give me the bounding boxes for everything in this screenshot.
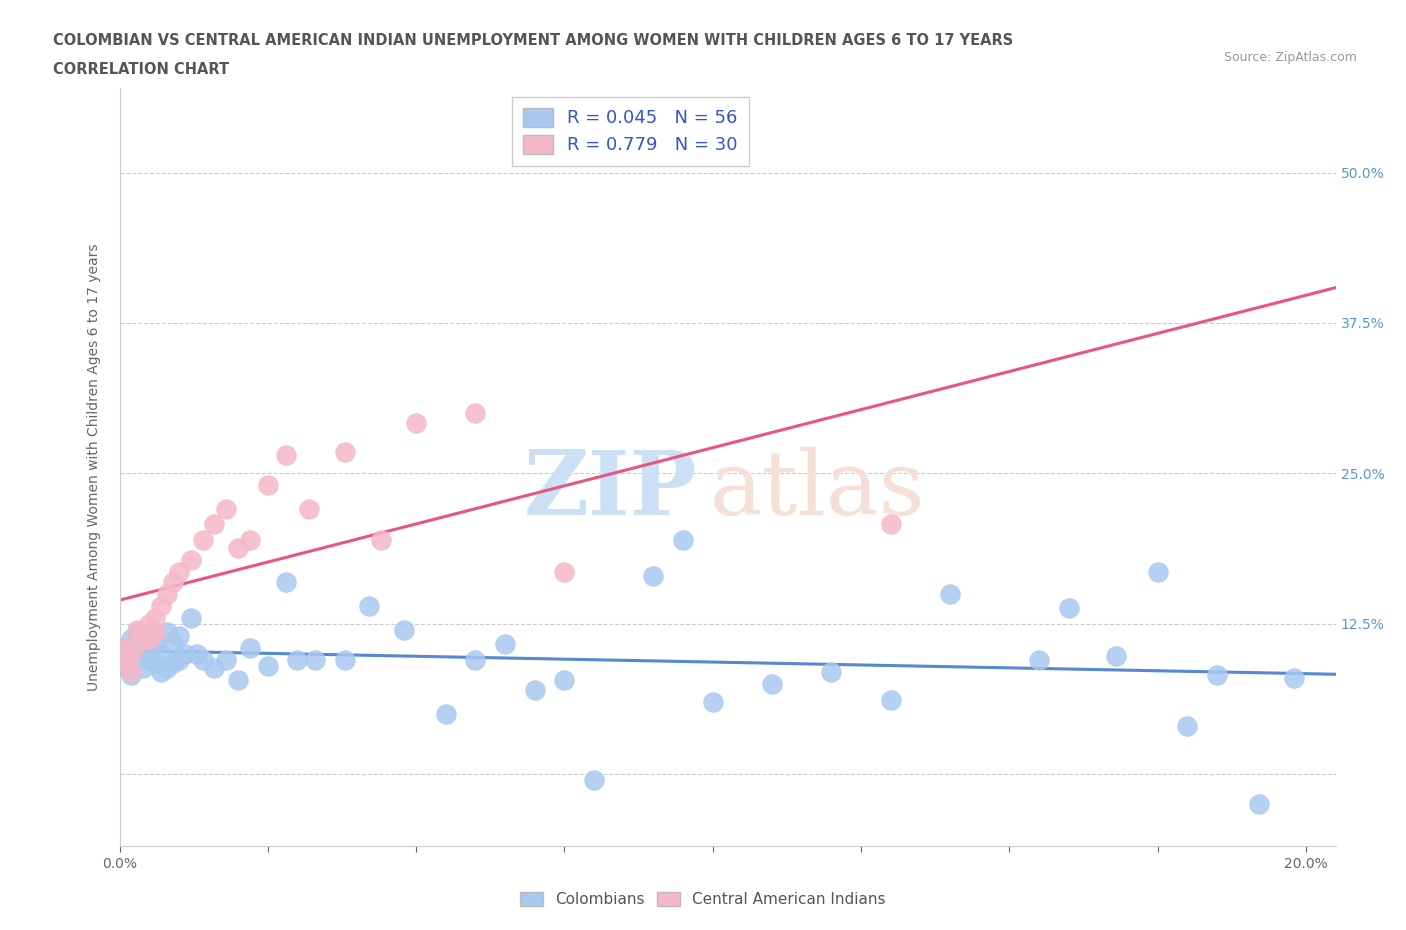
Point [127,649,149,664]
Point [143,610,166,625]
Point [120,631,142,646]
Point [120,664,142,679]
Point [162,656,184,671]
Point [274,574,297,589]
Point [191,532,214,547]
Point [357,598,380,613]
Point [761,676,783,691]
Point [156,625,179,640]
Point [298,502,321,517]
Point [191,652,214,667]
Point [143,625,166,640]
Point [167,629,190,644]
Point [114,641,136,656]
Point [464,405,486,420]
Point [1206,668,1229,683]
Point [256,658,278,673]
Point [114,656,136,671]
Point [333,445,356,459]
Point [702,695,724,710]
Point [138,652,160,667]
Point [553,565,575,579]
Point [127,625,149,640]
Point [820,664,842,679]
Point [256,478,278,493]
Point [370,532,392,547]
Point [204,516,226,531]
Point [1105,649,1128,664]
Point [274,448,297,463]
Point [434,707,457,722]
Point [162,574,184,589]
Point [143,656,166,671]
Point [204,661,226,676]
Point [150,646,173,661]
Point [226,672,249,687]
Point [180,552,202,567]
Point [1177,719,1199,734]
Point [138,631,160,646]
Point [880,692,903,707]
Point [583,773,606,788]
Point [333,652,356,667]
Point [138,617,160,631]
Point [132,661,155,676]
Point [405,416,427,431]
Text: COLOMBIAN VS CENTRAL AMERICAN INDIAN UNEMPLOYMENT AMONG WOMEN WITH CHILDREN AGES: COLOMBIAN VS CENTRAL AMERICAN INDIAN UNE… [53,33,1014,47]
Text: Source: ZipAtlas.com: Source: ZipAtlas.com [1223,51,1357,64]
Point [143,637,166,652]
Point [287,652,309,667]
Point [120,649,142,664]
Point [114,658,136,673]
Point [132,625,155,640]
Point [127,637,149,652]
Point [186,646,208,661]
Point [127,622,149,637]
Point [239,532,262,547]
Point [114,641,136,656]
Point [394,622,416,637]
Legend: R = 0.045   N = 56, R = 0.779   N = 30: R = 0.045 N = 56, R = 0.779 N = 30 [512,97,749,166]
Point [1057,601,1080,616]
Point [156,586,179,601]
Point [464,652,486,667]
Point [138,629,160,644]
Point [180,610,202,625]
Point [672,532,695,547]
Point [215,502,238,517]
Point [173,646,195,661]
Legend: Colombians, Central American Indians: Colombians, Central American Indians [515,885,891,913]
Point [120,668,142,683]
Point [156,661,179,676]
Y-axis label: Unemployment Among Women with Children Ages 6 to 17 years: Unemployment Among Women with Children A… [87,244,101,691]
Point [226,540,249,555]
Point [167,565,190,579]
Point [150,664,173,679]
Point [880,516,903,531]
Point [939,586,962,601]
Point [523,683,546,698]
Point [132,644,155,658]
Text: ZIP: ZIP [523,446,697,534]
Point [167,652,190,667]
Point [1146,565,1168,579]
Text: CORRELATION CHART: CORRELATION CHART [53,62,229,77]
Point [239,641,262,656]
Point [150,598,173,613]
Point [1282,671,1305,685]
Point [1028,652,1050,667]
Point [494,637,516,652]
Point [1247,797,1270,812]
Point [162,634,184,649]
Text: atlas: atlas [710,446,925,534]
Point [215,652,238,667]
Point [553,672,575,687]
Point [304,652,326,667]
Point [643,568,665,583]
